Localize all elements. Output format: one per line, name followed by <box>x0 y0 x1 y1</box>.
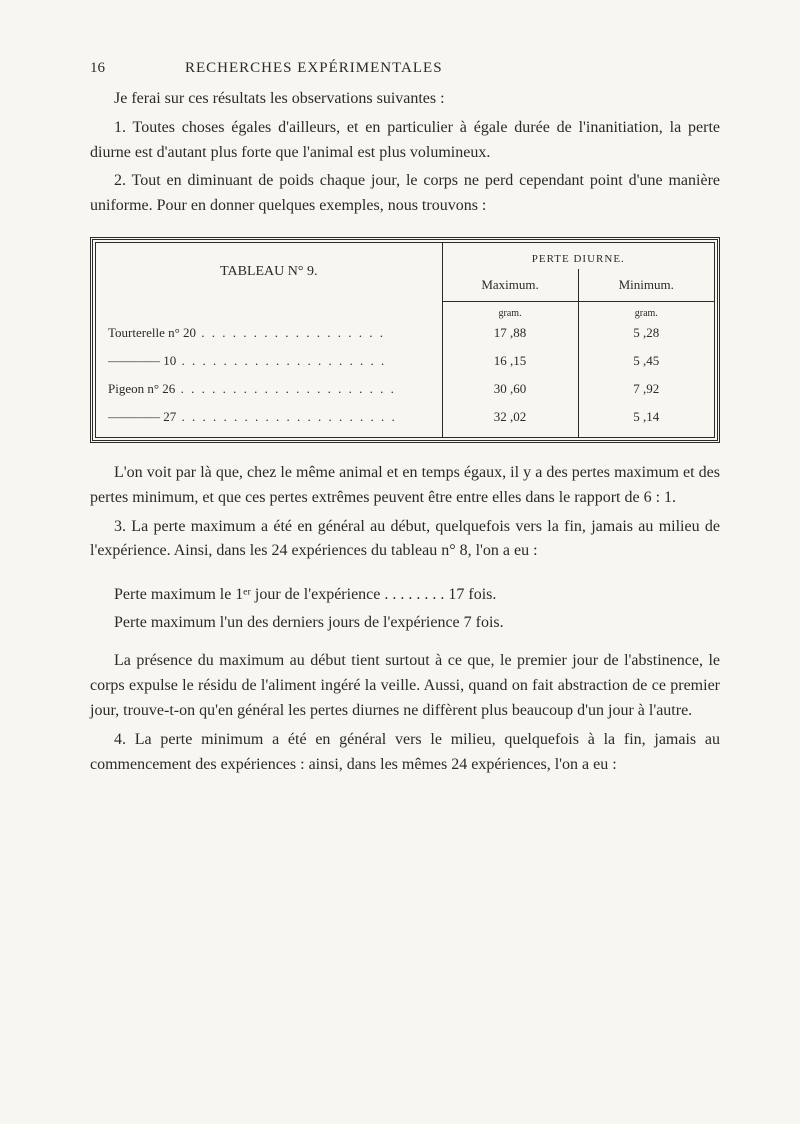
col-header-min: Minimum. <box>578 269 714 302</box>
table-row: ———— 27 . . . . . . . . . . . . . . . . … <box>96 403 442 437</box>
unit-max: gram. <box>442 301 578 319</box>
intro-paragraph: Je ferai sur ces résultats les observati… <box>90 87 720 112</box>
table-cell: 30 ,60 <box>442 375 578 403</box>
perte-line-1: Perte maximum le 1ᵉʳ jour de l'expérienc… <box>90 582 720 608</box>
paragraph-4: 4. La perte minimum a été en général ver… <box>90 728 720 778</box>
table-cell: 7 ,92 <box>578 375 714 403</box>
table-title-left: TABLEAU N° 9. <box>96 243 442 302</box>
table-cell: 5 ,14 <box>578 403 714 437</box>
table-row: Pigeon n° 26 . . . . . . . . . . . . . .… <box>96 375 442 403</box>
table-cell: 5 ,45 <box>578 347 714 375</box>
table-cell: 5 ,28 <box>578 319 714 347</box>
paragraph-after-table-1: L'on voit par là que, chez le même anima… <box>90 461 720 511</box>
table-cell: 32 ,02 <box>442 403 578 437</box>
unit-min: gram. <box>578 301 714 319</box>
page-number: 16 <box>90 60 105 77</box>
paragraph-2: 2. Tout en diminuant de poids chaque jou… <box>90 169 720 219</box>
paragraph-after-table-2: 3. La perte maximum a été en général au … <box>90 515 720 565</box>
table-cell: 17 ,88 <box>442 319 578 347</box>
col-header-max: Maximum. <box>442 269 578 302</box>
table-title-right: PERTE DIURNE. <box>442 243 714 269</box>
perte-line-2: Perte maximum l'un des derniers jours de… <box>90 610 720 636</box>
paragraph-1: 1. Toutes choses égales d'ailleurs, et e… <box>90 116 720 166</box>
paragraph-3: La présence du maximum au début tient su… <box>90 649 720 723</box>
table-cell: 16 ,15 <box>442 347 578 375</box>
table-row: ———— 10 . . . . . . . . . . . . . . . . … <box>96 347 442 375</box>
data-table: TABLEAU N° 9. PERTE DIURNE. Maximum. Min… <box>90 237 720 443</box>
table-row: Tourterelle n° 20 . . . . . . . . . . . … <box>96 319 442 347</box>
page-header: 16 RECHERCHES EXPÉRIMENTALES <box>90 60 720 77</box>
empty-cell <box>96 301 442 319</box>
page-title: RECHERCHES EXPÉRIMENTALES <box>185 60 443 77</box>
